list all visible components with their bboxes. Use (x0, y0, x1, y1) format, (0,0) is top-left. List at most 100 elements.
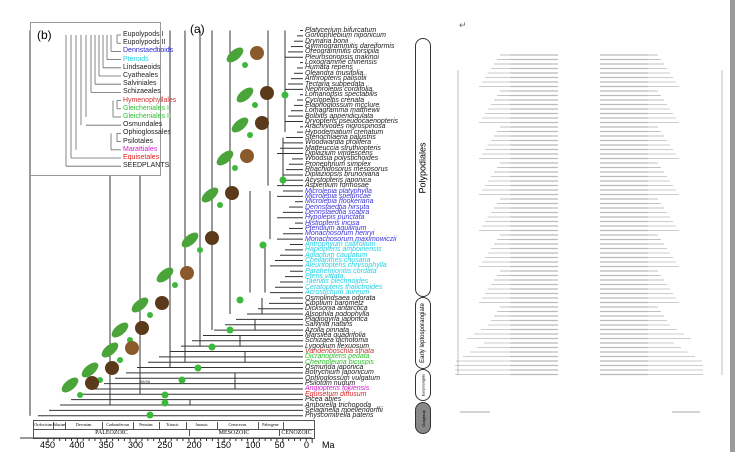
axis-tick-label: 250 (157, 440, 173, 450)
axis-unit-label: Ma (322, 440, 335, 450)
trait-node (242, 62, 248, 68)
taxon-label: Bolbitis appendiculata (305, 112, 374, 120)
taxon-label: Angiopteris fokiensis (305, 385, 370, 393)
fern-frond-illustration (216, 150, 234, 166)
taxon-label: Cheiropleuria bicuspis (305, 358, 374, 366)
taxon-label: Botrychium japonicum (305, 369, 374, 377)
inset-taxon-label: Equisetales (123, 154, 160, 161)
support-node (279, 176, 287, 184)
period-label: Carboniferous (102, 422, 135, 429)
taxon-label: Monachosorum maximowiczii (305, 235, 397, 243)
inset-taxon-label: Gleicheniales II (123, 113, 171, 120)
sporangium-illustration (105, 361, 119, 375)
taxon-label: Histiopteris incisa (305, 219, 360, 227)
trait-node (197, 247, 203, 253)
sporangium-illustration (250, 46, 264, 60)
taxon-label: Woodwardia prolifera (305, 139, 372, 147)
taxon-label: Schizaea dichotoma (305, 337, 369, 345)
sporangium-illustration (155, 296, 169, 310)
taxon-label: Woodsia polystichoides (305, 155, 379, 163)
inset-taxon-label: Salviniales (123, 80, 157, 88)
taxon-label: Pteris vittata (305, 273, 344, 281)
taxon-label: Microlepia speluncae (305, 192, 371, 200)
taxon-label: Humata repens (305, 64, 353, 72)
support-node (194, 364, 202, 372)
taxon-label: Oleandra musifolia (305, 69, 364, 77)
taxon-label: Loxogramme chinensis (305, 59, 377, 67)
taxon-label: Selaginella moellendorffii (305, 406, 383, 414)
taxon-label: Dennstaedtia hirsuta (305, 203, 370, 211)
axis-tick-label: 350 (98, 440, 114, 450)
taxon-label: Arachniodes nigrospinosa (305, 123, 386, 131)
taxon-label: Pleurosoriopsis makinoi (305, 53, 379, 61)
inset-taxon-label: Osmundales (123, 121, 163, 129)
sporangium-illustration (255, 116, 269, 130)
trait-node (247, 132, 253, 138)
support-node (259, 241, 267, 249)
panel-a-label: (a) (190, 22, 205, 36)
sporangium-illustration (240, 149, 254, 163)
axis-line (20, 437, 313, 443)
axis-tick-label: 200 (186, 440, 202, 450)
clade-eusporangiate: Eusporangiate (415, 369, 431, 401)
support-node (161, 391, 169, 399)
taxon-label: Marsilea quadrifolia (305, 331, 366, 339)
taxon-label: Gymnogrammitis dareiformis (305, 43, 395, 51)
taxon-label: Acrostichum aureum (305, 289, 370, 297)
period-label: Triassic (159, 422, 188, 429)
clade-polypodiales: Polypodiales (415, 38, 431, 297)
axis-tick-label: 100 (245, 440, 261, 450)
taxon-label: Matteuccia struthiopteris (305, 144, 381, 152)
axis-tick-label: 0 (304, 440, 310, 450)
inset-tree-svg (65, 34, 121, 167)
taxon-label: Tectaria subpedata (305, 80, 365, 88)
taxon-label: Parahemionitis cordata (305, 267, 377, 275)
inset-taxon-label: Eupolypods I (123, 31, 164, 38)
taxon-label: Dennstaedtia scabra (305, 208, 370, 216)
taxon-label: Drynaria bonii (305, 37, 349, 45)
taxon-label: Pteridium aquilinum (305, 224, 367, 232)
taxon-label: Physcomitrella patens (305, 412, 374, 420)
taxon-label: Salvinia natans (305, 321, 353, 329)
vertical-scrollbar[interactable] (730, 0, 735, 452)
inset-taxon-label: Gleicheniales I (123, 104, 169, 112)
sporangium-illustration (85, 376, 99, 390)
taxon-label: Nephrolepis cordifolia (305, 85, 373, 93)
trait-node (77, 392, 83, 398)
mirrored-tree-image (455, 54, 723, 413)
fern-frond-illustration (201, 187, 219, 203)
fern-frond-illustration (101, 342, 119, 358)
taxon-label: Psilotum nudum (305, 380, 356, 388)
fern-frond-illustration (236, 87, 254, 103)
period-label: Permian (133, 422, 160, 429)
support-value-label: 98/98 (140, 379, 151, 384)
fern-frond-illustration (231, 117, 249, 133)
era-label: PALEOZOIC (34, 430, 190, 436)
taxon-label: Taenitis blechnoides (305, 278, 369, 286)
taxon-label: Antrophyum callifolium (305, 241, 376, 248)
sporangium-illustration (225, 186, 239, 200)
trait-node (252, 102, 258, 108)
panel-b-label: (b) (37, 28, 52, 42)
taxon-label: Dicranopteris pedata (305, 353, 370, 361)
taxon-label: Microlepia platyphylla (305, 187, 372, 195)
paragraph-return-mark: ↵ (459, 20, 467, 30)
taxon-label: Cheilanthes chusana (305, 257, 371, 265)
clade-label: Early leptosporangiate (420, 303, 426, 363)
trait-node (172, 282, 178, 288)
clade-label: Polypodiales (418, 141, 429, 194)
document-page (450, 0, 730, 452)
clade-label: Outgroup (420, 409, 426, 427)
taxon-label: Dicksonia antarctica (305, 305, 368, 313)
period-label: Jurassic (186, 422, 218, 429)
fern-frond-illustration (226, 47, 244, 63)
support-node (178, 376, 186, 384)
inset-taxon-label: Pteroids (123, 55, 149, 63)
clade-outgroup: Outgroup (415, 402, 431, 434)
sporangium-illustration (205, 231, 219, 245)
taxon-label: Hypodematium crenatum (305, 128, 384, 136)
trait-node (147, 312, 153, 318)
support-node (161, 399, 169, 407)
taxon-label: Pronephrium simplex (305, 160, 371, 168)
axis-tick-label: 400 (69, 440, 85, 450)
